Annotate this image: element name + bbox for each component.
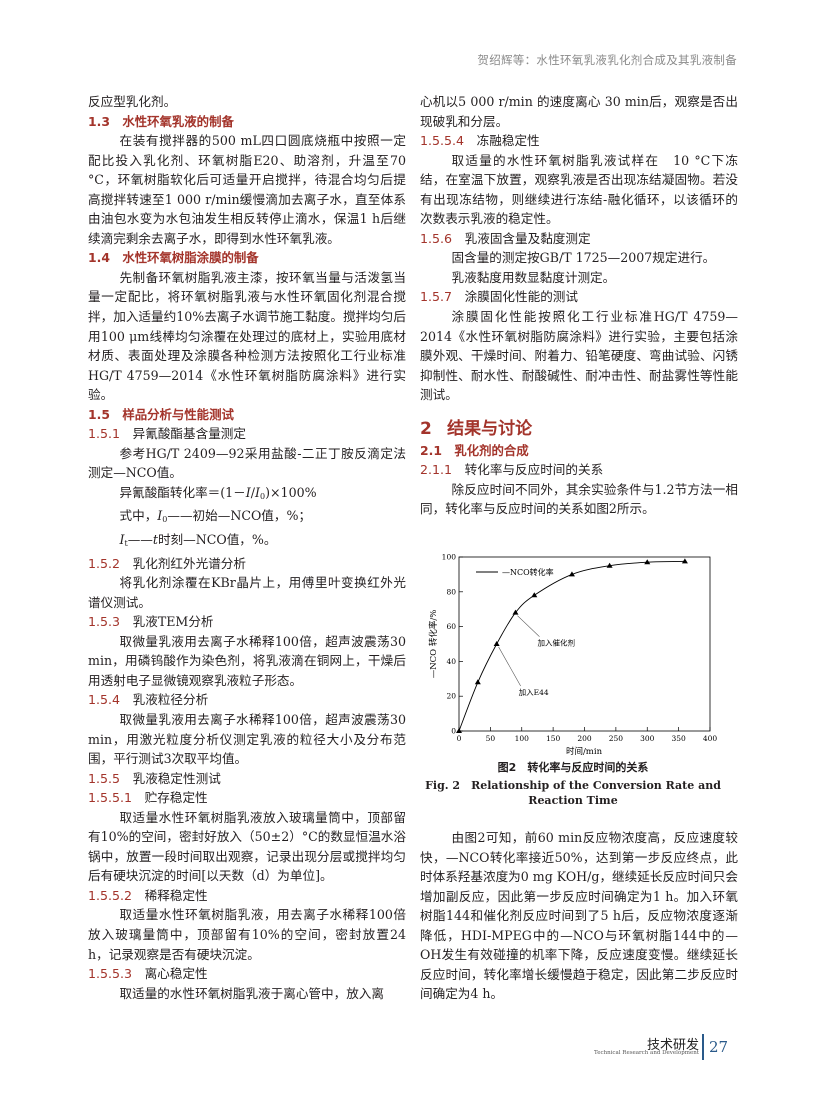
y-tick-label: 20 [446,692,456,701]
y-axis-label: —NCO 转化率/% [428,610,439,679]
subsection-heading-1-5-5-4: 1.5.5.4 冻融稳定性 [420,133,540,149]
journal-name: 技术研发 [646,1038,699,1053]
subsection-heading-1-5-1: 1.5.1 异氰酸酯基含量测定 [88,426,246,442]
subsection-heading-1-5-5-2: 1.5.5.2 稀释稳定性 [88,887,208,903]
subsection-heading-1-5-5-1: 1.5.5.1 贮存稳定性 [88,790,208,806]
annotation-arrow [498,646,521,687]
paragraph: 乳液黏度用数显黏度计测定。 [451,269,616,285]
paragraph: 固含量的测定按GB/T 1725—2007规定进行。 [451,250,716,266]
journal-name-en: Technical Research and Development [594,1050,699,1056]
x-tick-label: 300 [640,734,655,743]
data-point-marker [568,571,575,577]
paragraph: 除反应时间不同外，其余实验条件与1.2节方法一相同，转化率与反应时间的关系如图2… [420,481,738,517]
conversion-rate-chart: 0 50 100 150 200 250 300 350 400 0 20 40 60 80 100 加入E… [428,553,718,758]
section-heading-1-4: 1.4 水性环氧树脂涂膜的制备 [88,250,259,266]
paragraph: 先制备环氧树脂乳液主漆，按环氧当量与活泼氢当量一定配比，将环氧树脂乳液与水性环氧… [88,269,406,403]
paragraph: 将乳化剂涂覆在KBr晶片上，用傅里叶变换红外光谱仪测试。 [88,575,406,610]
data-point-marker [531,592,538,598]
page-number: 27 [709,1038,729,1056]
y-tick-label: 60 [446,622,456,631]
right-column-top: 心机以5 000 r/min 的速度离心 30 min后，观察是否出现破乳和分层… [420,92,738,519]
subsection-heading-1-5-7: 1.5.7 涂膜固化性能的测试 [420,289,578,305]
formula-definition: It——t时刻—NCO值，%。 [119,532,277,549]
subsection-heading-2-1-1: 2.1.1 转化率与反应时间的关系 [420,462,604,478]
data-point-marker [512,609,519,615]
formula: 异氰酸酯转化率＝(1－I/I0)×100% [119,484,317,501]
right-column-bottom: 由图2可知，前60 min反应物浓度高，反应速度较快，—NCO转化率接近50%，… [420,828,738,1004]
y-tick-label: 40 [446,657,456,666]
subsection-heading-1-5-2: 1.5.2 乳化剂红外光谱分析 [88,555,246,571]
paragraph: 取适量的水性环氧树脂乳液于离心管中，放入离 [119,985,384,1001]
paragraph: 由图2可知，前60 min反应物浓度高，反应速度较快，—NCO转化率接近50%，… [420,830,738,1002]
section-heading-2-1: 2.1 乳化剂的合成 [420,442,529,458]
annotation-label: 加入E44 [519,687,549,697]
paragraph: 参考HG/T 2409—92采用盐酸-二正丁胺反滴定法测定—NCO值。 [88,445,406,481]
subsection-heading-1-5-6: 1.5.6 乳液固含量及黏度测定 [420,230,591,246]
left-column: 反应型乳化剂。 1.3 水性环氧乳液的制备 在装有搅拌器的500 mL四口圆底烧瓶… [88,92,406,1003]
x-tick-label: 0 [457,734,462,743]
running-header: 贺绍辉等：水性环氧乳液乳化剂合成及其乳液制备 [477,53,737,67]
subsection-heading-1-5-5: 1.5.5 乳液稳定性测试 [88,770,221,786]
paragraph: 取适量的水性环氧树脂乳液试样在 10 °C下冻结，在室温下放置，观察乳液是否出现… [420,152,738,227]
y-tick-label: 80 [446,587,456,596]
annotation-arrow [517,615,540,637]
paragraph: 反应型乳化剂。 [88,94,177,109]
paragraph: 取适量水性环氧树脂乳液放入玻璃量筒中，顶部留有10%的空间，密封好放入（50±2… [88,809,406,884]
x-tick-label: 200 [577,734,592,743]
data-point-marker [606,562,613,568]
data-point-marker [644,559,651,565]
legend-label: —NCO转化率 [502,567,554,577]
x-tick-label: 100 [515,734,530,743]
subsection-heading-1-5-4: 1.5.4 乳液粒径分析 [88,692,209,708]
formula-definition: 式中，I0——初始—NCO值，%； [119,508,312,525]
y-tick-label: 0 [451,727,456,736]
y-tick-label: 100 [442,553,457,562]
paragraph: 涂膜固化性能按照化工行业标准HG/T 4759—2014《水性环氧树脂防腐涂料》… [420,309,738,403]
data-point-marker [493,641,500,646]
paragraph: 在装有搅拌器的500 mL四口圆底烧瓶中按照一定配比投入乳化剂、环氧树脂E20、… [88,133,406,246]
data-point-marker [681,558,688,564]
data-point-marker [456,728,462,733]
paragraph: 取适量水性环氧树脂乳液，用去离子水稀释100倍放入玻璃量筒中，顶部留有10%的空… [88,907,406,962]
x-tick-label: 250 [609,734,624,743]
subsection-heading-1-5-5-3: 1.5.5.3 离心稳定性 [88,966,208,982]
x-axis-label: 时间/min [566,746,603,757]
figure-2-chart: 0 50 100 150 200 250 300 350 400 0 20 40 60 80 100 加入E… [420,548,740,818]
x-tick-label: 350 [671,734,686,743]
paragraph: 取微量乳液用去离子水稀释100倍，超声波震荡30 min，用激光粒度分析仪测定乳… [88,711,406,767]
data-point-marker [474,679,481,685]
section-heading-1-5: 1.5 样品分析与性能测试 [88,406,234,422]
section-heading-2: 2 结果与讨论 [420,418,533,439]
paragraph: 心机以5 000 r/min 的速度离心 30 min后，观察是否出现破乳和分层… [420,94,738,129]
x-tick-label: 400 [703,734,718,743]
x-tick-label: 150 [546,734,561,743]
paragraph: 取微量乳液用去离子水稀释100倍，超声波震荡30 min，用磷钨酸作为染色剂，将… [88,633,406,688]
subsection-heading-1-5-3: 1.5.3 乳液TEM分析 [88,614,214,630]
footer-divider [702,1034,704,1060]
figure-caption-en: Fig. 2 Relationship of the Conversion Ra… [425,779,721,807]
section-heading-1-3: 1.3 水性环氧乳液的制备 [88,113,234,129]
figure-caption-cn: 图2 转化率与反应时间的关系 [497,761,649,774]
x-tick-label: 50 [486,734,496,743]
annotation-label: 加入催化剂 [537,638,575,648]
